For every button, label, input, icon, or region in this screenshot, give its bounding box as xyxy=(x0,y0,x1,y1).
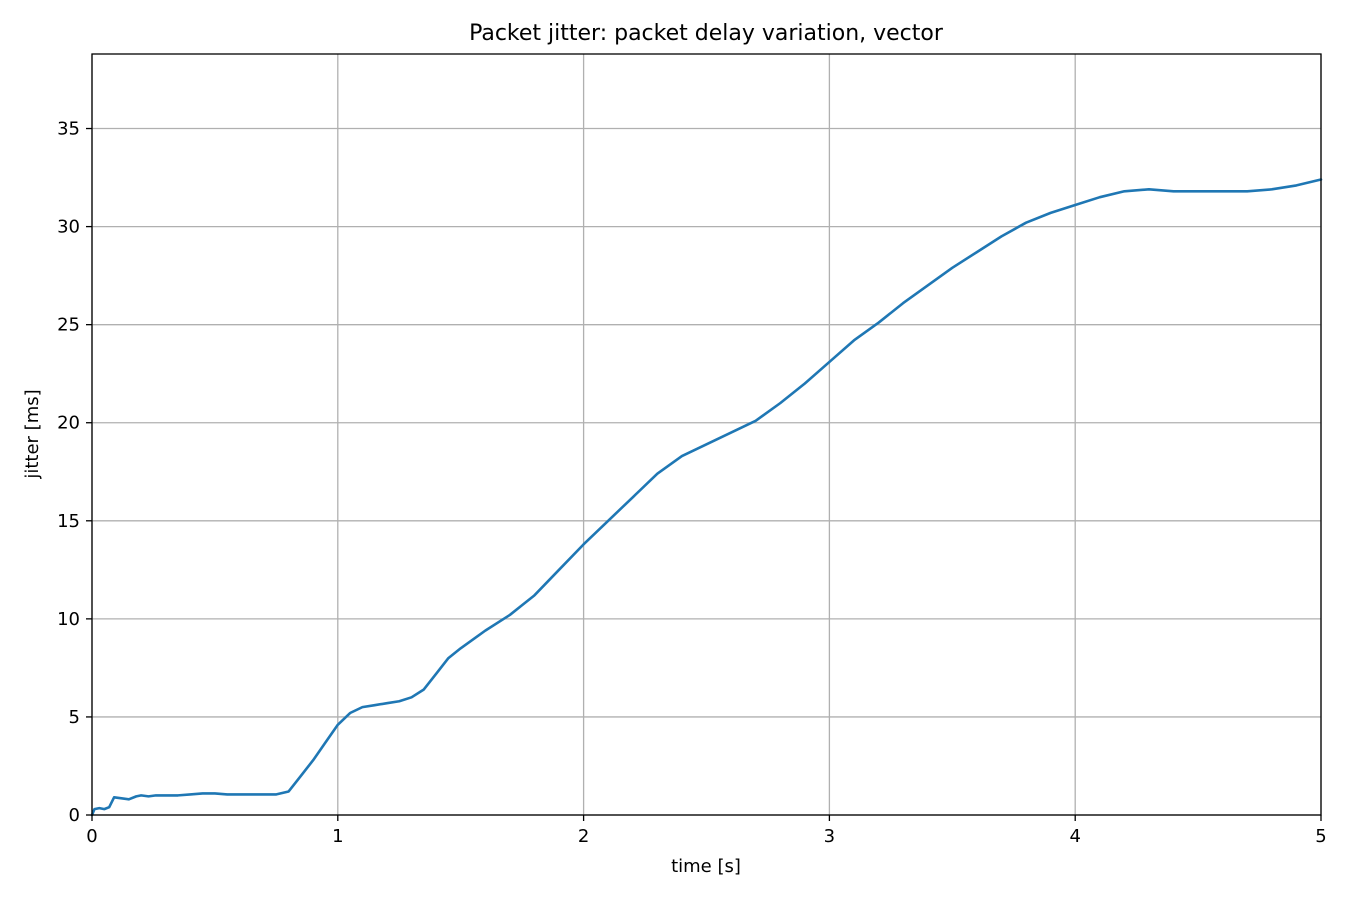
axis-ticks: 0 1 2 3 4 5 0 5 10 15 20 25 30 35 xyxy=(57,119,1327,847)
y-tick-label: 0 xyxy=(69,805,80,826)
chart-title: Packet jitter: packet delay variation, v… xyxy=(469,21,944,46)
y-tick-label: 10 xyxy=(57,609,80,630)
y-tick-label: 20 xyxy=(57,413,80,434)
plot-frame xyxy=(91,53,1322,816)
x-axis-label: time [s] xyxy=(671,856,741,877)
y-tick-label: 35 xyxy=(57,119,80,140)
x-tick-label: 5 xyxy=(1315,826,1326,847)
y-tick-label: 5 xyxy=(69,707,80,728)
series-line xyxy=(90,178,1323,817)
y-tick-label: 25 xyxy=(57,315,80,336)
x-tick-label: 1 xyxy=(332,826,343,847)
x-tick-label: 2 xyxy=(578,826,589,847)
y-tick-label: 30 xyxy=(57,217,80,238)
x-tick-label: 4 xyxy=(1069,826,1080,847)
x-tick-label: 3 xyxy=(824,826,835,847)
x-tick-label: 0 xyxy=(86,826,97,847)
y-axis-label: jitter [ms] xyxy=(22,389,43,479)
y-tick-label: 15 xyxy=(57,511,80,532)
